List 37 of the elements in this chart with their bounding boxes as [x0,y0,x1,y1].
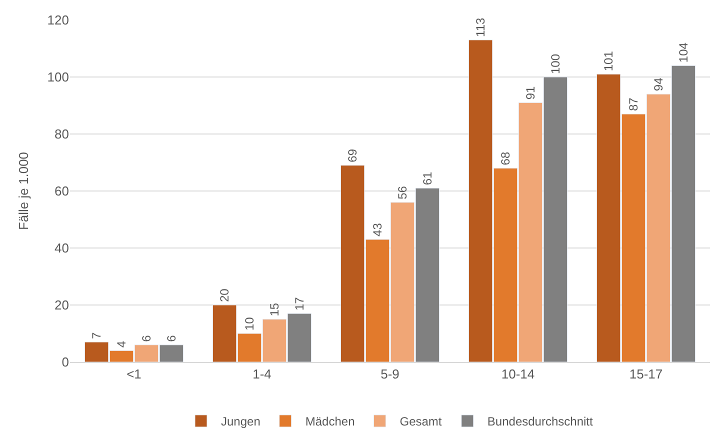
x-tick-label: 1-4 [252,366,272,382]
y-tick-label: 60 [54,184,69,199]
data-label: 94 [651,77,666,92]
data-label: 4 [114,340,129,348]
legend-label: Mädchen [305,414,355,429]
data-label: 104 [676,42,690,63]
legend-label: Gesamt [400,414,442,429]
y-tick-label: 20 [54,298,69,313]
y-tick-label: 0 [62,354,69,370]
data-label: 100 [548,54,562,74]
x-tick-label: 5-9 [380,366,400,382]
x-tick-label: 10-14 [501,366,535,382]
data-label: 17 [292,296,306,311]
data-label: 101 [602,50,616,72]
y-tick-label: 40 [54,240,69,256]
data-label: 7 [90,332,104,340]
legend-label: Jungen [221,414,260,429]
data-label: 6 [139,334,154,342]
data-label: 113 [474,17,488,37]
y-tick-label: 120 [47,12,69,28]
data-label: 15 [267,302,282,316]
x-tick-label: <1 [126,366,142,382]
x-tick-label: 15-17 [629,366,663,382]
data-label: 61 [420,171,434,186]
legend-label: Bundesdurchschnitt [487,414,594,429]
data-label: 68 [498,152,513,166]
data-label: 6 [164,334,178,342]
data-label: 10 [242,316,257,330]
y-tick-label: 100 [47,70,69,85]
data-label: 20 [218,288,232,302]
y-tick-label: 80 [54,126,69,142]
y-axis-title: Fälle je 1.000 [16,152,32,230]
data-label: 43 [370,222,385,236]
data-label: 56 [395,186,410,200]
data-label: 87 [626,97,641,112]
data-label: 91 [523,86,538,100]
data-label: 69 [346,148,360,162]
